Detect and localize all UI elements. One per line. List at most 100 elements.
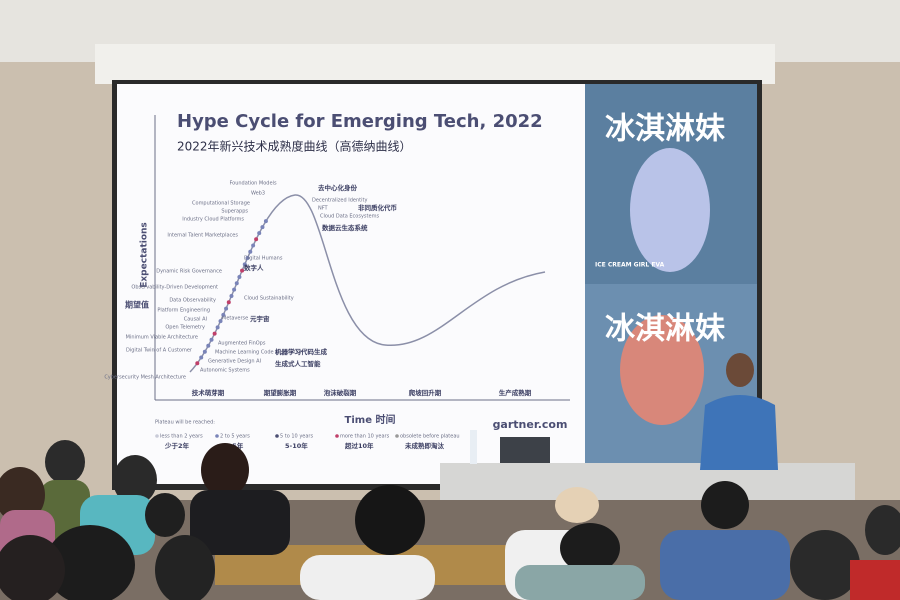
curve-dot [221,312,226,317]
legend-symbol [395,434,399,438]
legend-item-zh: 未成熟即淘汰 [405,441,445,450]
legend-item-zh: 超过10年 [344,441,374,450]
water-bottle [470,430,477,464]
annotation-zh: 去中心化身份 [318,183,358,192]
x-label: Time 时间 [345,413,396,426]
technology-label: Digital Humans [244,256,283,262]
technology-label: Digital Twin of A Customer [126,348,193,354]
body [190,490,290,555]
head [0,535,65,600]
curve-dot [224,306,229,311]
head [560,523,620,573]
curve-dot [254,237,259,242]
technology-label: Open Telemetry [165,325,205,331]
curve-dot [240,268,245,273]
poster-title: 冰淇淋妹 [605,112,725,147]
head [790,530,860,600]
curve-dot [218,319,223,324]
curve-dot [242,262,247,267]
poster-subtitle: ICE CREAM GIRL EVA [595,262,665,269]
curve-dot [215,325,220,330]
technology-label: Web3 [251,191,265,197]
technology-label: Dynamic Risk Governance [156,269,222,275]
legend-symbol [215,434,219,438]
technology-label: Computational Storage [192,201,250,207]
head [45,440,85,484]
body [850,560,900,600]
y-label-en: Expectations [140,222,150,288]
curve-dot [248,249,253,254]
head [0,467,45,523]
legend-item: 2 to 5 years [220,434,250,440]
legend-title: Plateau will be reached: [155,420,215,426]
technology-label: Data Observability [169,298,216,304]
speaker-head [726,353,754,387]
slide-title: Hype Cycle for Emerging Tech, 2022 [177,111,543,132]
head [145,493,185,537]
technology-label: Observability-Driven Development [131,285,218,291]
technology-label: Foundation Models [229,181,277,187]
technology-label: Causal AI [184,317,207,323]
phase-label: 生产成熟期 [499,388,532,397]
phase-label: 期望膨胀期 [264,388,297,397]
technology-label: Minimum Viable Architecture [126,335,198,341]
legend-item: less than 2 years [160,434,203,440]
legend-item: obsolete before plateau [400,434,460,440]
annotation-zh: 元宇宙 [250,314,270,323]
technology-label: Platform Engineering [157,308,210,314]
speaker-shirt [700,395,778,470]
curve-dot [199,355,204,360]
slide-subtitle: 2022年新兴技术成熟度曲线（高德纳曲线） [177,139,412,154]
head [201,443,249,497]
technology-label: Cybersecurity Mesh Architecture [104,375,186,381]
head [113,455,157,505]
head [701,481,749,529]
technology-label: Machine Learning Code Generation [215,350,303,356]
technology-label: Cloud Data Ecosystems [320,214,379,220]
cap [555,487,599,523]
technology-label: NFT [318,206,329,212]
technology-label: Augmented FinOps [218,341,266,347]
screen-housing [95,44,775,84]
technology-label: Cloud Sustainability [244,296,294,302]
annotation-zh: 数字人 [244,263,264,272]
legend-symbol [335,434,339,438]
poster-character [620,315,704,425]
legend-symbol [275,434,279,438]
head [155,535,215,600]
curve-dot [232,287,237,292]
poster-character [630,148,710,272]
technology-label: Industry Cloud Platforms [182,217,244,223]
technology-label: Metaverse [222,316,248,322]
legend-item-zh: 5-10年 [285,441,308,450]
curve-dot [212,331,217,336]
curve-dot [206,343,211,348]
technology-label: Decentralized Identity [312,198,367,204]
curve-dot [234,281,239,286]
head [355,485,425,555]
annotation-zh: 非同质化代币 [358,203,398,212]
source: gartner.com [493,418,568,431]
body [515,565,645,600]
head [45,525,135,600]
phase-label: 泡沫破裂期 [324,388,357,397]
curve-dot [257,231,262,236]
y-label-zh: 期望值 [125,300,149,310]
poster-title: 冰淇淋妹 [605,312,725,347]
head [865,505,900,555]
audience [0,440,900,600]
legend-item-zh: 少于2年 [164,441,190,450]
body [660,530,790,600]
curve-dots [195,219,268,366]
annotation-zh: 生成式人工智能 [275,359,321,368]
curve-dot [263,219,268,224]
technology-label: Generative Design AI [208,359,261,365]
annotation-zh: 数据云生态系统 [322,223,368,232]
phase-label: 爬坡回升期 [408,388,442,397]
curve-dot [202,349,207,354]
legend-item: 5 to 10 years [280,434,313,440]
curve-dot [251,243,256,248]
curve-dot [195,361,200,366]
